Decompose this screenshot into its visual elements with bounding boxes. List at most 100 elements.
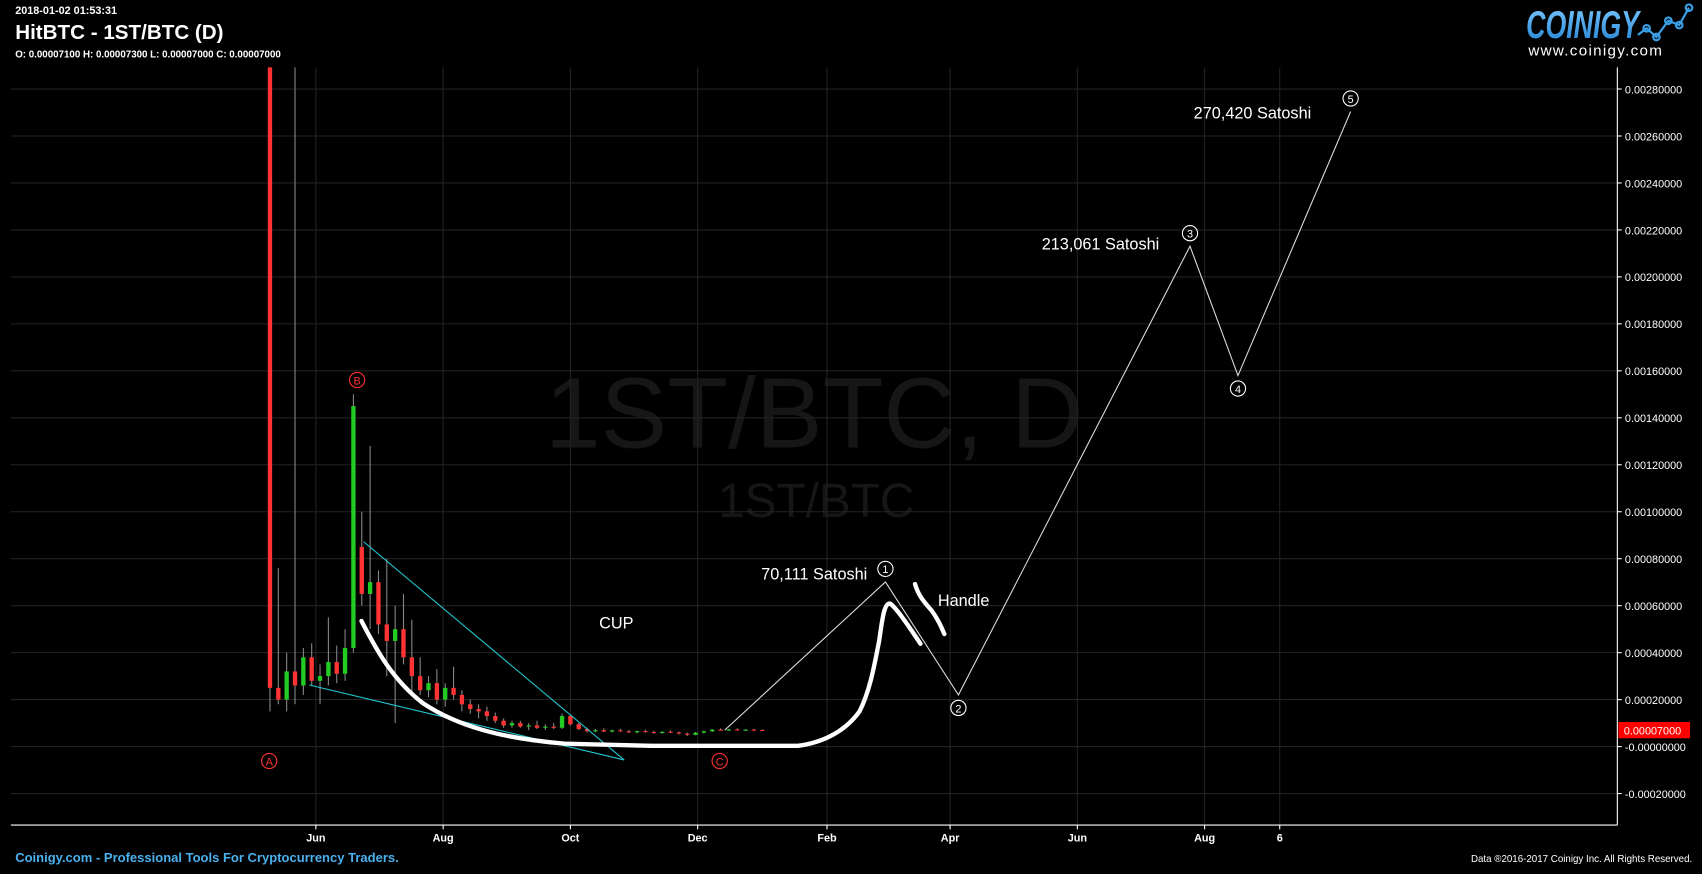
- candle-up: [710, 729, 715, 732]
- trendline-lower[interactable]: [309, 684, 625, 761]
- cup-label: CUP: [599, 615, 633, 633]
- marker-c: C: [711, 752, 728, 770]
- candle-down: [418, 676, 423, 691]
- candle-up: [326, 662, 331, 677]
- y-tick-label: 0.00140000: [1625, 413, 1682, 425]
- candle-down: [434, 683, 440, 700]
- handle-label: Handle: [938, 592, 990, 610]
- wave-point-circle: [1342, 90, 1359, 107]
- wave-point-circle: [877, 560, 894, 578]
- y-tick-label: 0.00160000: [1625, 366, 1682, 378]
- y-tick-label: -0.00020000: [1625, 789, 1686, 801]
- candle-down: [618, 730, 623, 732]
- candle-up: [593, 730, 598, 732]
- coinigy-logo[interactable]: COINIGY www.coinigy.com: [1526, 3, 1694, 59]
- candle-down: [401, 629, 406, 658]
- wave-line[interactable]: [724, 111, 1352, 731]
- candle-up: [701, 731, 707, 733]
- candle-down: [376, 582, 381, 625]
- x-tick-label: Aug: [1194, 832, 1215, 844]
- candle-down: [584, 728, 590, 732]
- wave-point-label: 2: [955, 703, 961, 715]
- footer-tagline[interactable]: Coinigy.com - Professional Tools For Cry…: [15, 850, 399, 865]
- wave-point-label: 3: [1187, 229, 1193, 241]
- candle-down: [493, 716, 498, 721]
- last-price-badge: 0.00007000: [1618, 721, 1691, 739]
- candle-up: [342, 647, 348, 674]
- candles: [267, 67, 765, 737]
- candle-up: [726, 729, 732, 731]
- wave1-label: 70,111 Satoshi: [761, 566, 867, 584]
- candle-up: [743, 729, 748, 731]
- candle-down: [359, 546, 364, 594]
- y-axis[interactable]: 0.00280000 0.00260000 0.00240000 0.00220000…: [1617, 84, 1686, 801]
- candle-up: [609, 730, 615, 732]
- x-tick-label: Jun: [306, 832, 325, 844]
- candle-down: [568, 716, 573, 725]
- candle-up: [351, 406, 356, 648]
- y-tick-label: 0.00240000: [1625, 178, 1682, 190]
- watermark-main: 1ST/BTC, D: [545, 358, 1083, 469]
- candle-up: [443, 687, 448, 700]
- candle-down: [267, 67, 273, 688]
- x-tick-label: Oct: [561, 832, 579, 844]
- marker-c-label: C: [716, 756, 724, 768]
- y-tick-label: -0.00000000: [1625, 742, 1686, 754]
- candle-down: [484, 711, 490, 717]
- candle-down: [676, 732, 682, 734]
- candle-up: [660, 731, 665, 733]
- logo-url: www.coinigy.com: [1527, 42, 1663, 59]
- candle-down: [685, 733, 690, 735]
- candle-down: [451, 687, 456, 695]
- y-tick-label: 0.00260000: [1625, 131, 1682, 143]
- x-tick-label: Jun: [1068, 832, 1087, 844]
- candle-up: [693, 732, 698, 735]
- handle-curve[interactable]: [912, 581, 947, 637]
- candle-down: [534, 725, 540, 728]
- timestamp: 2018-01-02 01:53:31: [15, 5, 117, 17]
- candle-down: [334, 662, 339, 674]
- marker-b-label: B: [353, 375, 360, 387]
- gridlines: [10, 67, 1618, 826]
- candle-down: [518, 723, 523, 727]
- candle-down: [384, 624, 389, 641]
- ohlc-readout: O: 0.00007100 H: 0.00007300 L: 0.0000700…: [15, 50, 281, 61]
- candle-down: [409, 657, 415, 677]
- candle-up: [426, 683, 431, 691]
- candle-down: [476, 708, 481, 712]
- trendline-upper[interactable]: [363, 541, 625, 761]
- wave5-label: 270,420 Satoshi: [1194, 104, 1312, 122]
- candle-up: [284, 671, 289, 700]
- y-tick-label: 0.00060000: [1625, 601, 1682, 613]
- candle-up: [543, 726, 548, 728]
- y-tick-label: 0.00080000: [1625, 554, 1682, 566]
- candle-down: [651, 732, 657, 734]
- candle-up: [367, 582, 373, 594]
- candle-down: [760, 729, 765, 731]
- wave-point-circle: [1229, 380, 1247, 397]
- candle-down: [601, 730, 606, 732]
- y-tick-label: 0.00220000: [1625, 225, 1682, 237]
- x-tick-label: Aug: [433, 832, 454, 844]
- candle-down: [501, 720, 506, 726]
- wave-point-label: 4: [1235, 384, 1241, 396]
- cup-curve[interactable]: [359, 601, 923, 748]
- wave-point-label: 1: [882, 564, 888, 576]
- wave-point-circle: [1181, 225, 1199, 242]
- y-tick-label: 0.00020000: [1625, 695, 1682, 707]
- candle-down: [626, 731, 631, 733]
- candle-down: [292, 671, 298, 686]
- x-tick-label: Dec: [688, 832, 708, 844]
- candle-down: [276, 687, 281, 700]
- y-tick-label: 0.00120000: [1625, 460, 1682, 472]
- x-axis[interactable]: Jun Aug Oct Dec Feb Apr Jun Aug 6: [306, 825, 1283, 844]
- marker-a-label: A: [266, 756, 274, 768]
- candle-up: [301, 657, 306, 686]
- page-title: HitBTC - 1ST/BTC (D): [15, 21, 223, 44]
- y-tick-label: 0.00200000: [1625, 272, 1682, 284]
- logo-chart-icon: [1637, 3, 1694, 42]
- footer-copyright: Data ®2016-2017 Coinigy Inc. All Rights …: [1471, 854, 1692, 865]
- wave-point-label: 5: [1348, 94, 1354, 106]
